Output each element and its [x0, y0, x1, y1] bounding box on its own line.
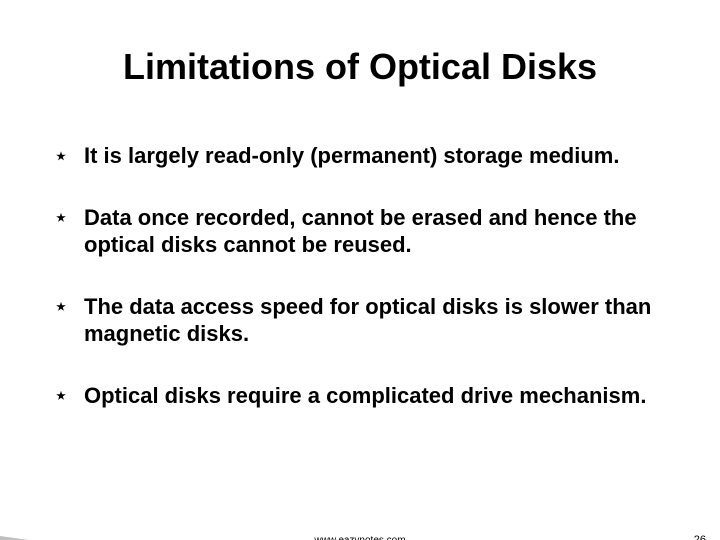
bullet-item: The data access speed for optical disks …	[50, 293, 680, 348]
bullet-list: It is largely read-only (permanent) stor…	[50, 142, 680, 409]
bullet-text: It is largely read-only (permanent) stor…	[84, 143, 619, 168]
page-number: 26	[694, 534, 706, 540]
bullet-item: It is largely read-only (permanent) stor…	[50, 142, 680, 170]
footer-url: www.eazynotes.com	[0, 535, 720, 540]
bullet-text: Optical disks require a complicated driv…	[84, 383, 646, 408]
content-area: It is largely read-only (permanent) stor…	[0, 112, 720, 409]
bullet-text: The data access speed for optical disks …	[84, 294, 651, 347]
bullet-text: Data once recorded, cannot be erased and…	[84, 205, 637, 258]
bullet-item: Optical disks require a complicated driv…	[50, 382, 680, 410]
bullet-item: Data once recorded, cannot be erased and…	[50, 204, 680, 259]
slide: Limitations of Optical Disks It is large…	[0, 24, 720, 540]
slide-title: Limitations of Optical Disks	[0, 24, 720, 88]
